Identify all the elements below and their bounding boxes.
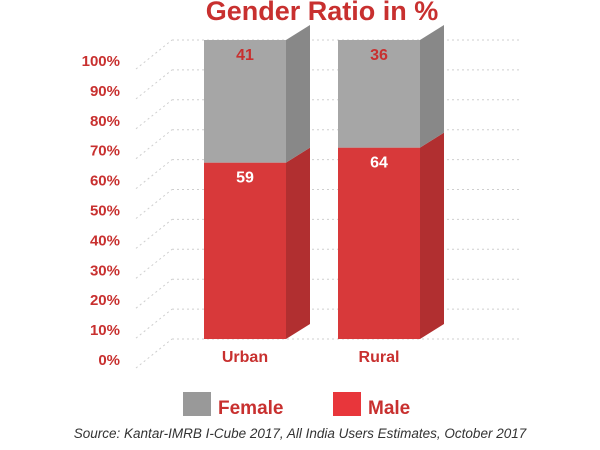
bar-urban-female: [204, 40, 286, 163]
y-tick-label: 80%: [90, 113, 120, 130]
gridline-diagonal: [135, 248, 173, 279]
legend-label-female: Female: [218, 398, 283, 419]
y-tick-label: 60%: [90, 173, 120, 190]
y-axis-ticks: 0% 10% 20% 30% 40% 50% 60% 70% 80% 90% 100%: [82, 53, 120, 369]
gridline-diagonal: [135, 129, 173, 160]
gridline-diagonal: [135, 219, 173, 249]
bar-urban-male: [204, 162, 286, 339]
source-note: Source: Kantar-IMRB I-Cube 2017, All Ind…: [73, 426, 527, 441]
y-tick-label: 40%: [90, 232, 120, 249]
gridline-diagonal: [135, 338, 173, 369]
y-tick-label: 50%: [90, 203, 120, 220]
gridline-diagonal: [135, 39, 173, 70]
category-label-urban: Urban: [222, 349, 268, 366]
legend-swatch-male: [333, 392, 361, 416]
gridline-diagonal: [135, 69, 173, 100]
y-tick-label: 30%: [90, 262, 120, 279]
data-label-urban-male: 59: [236, 170, 254, 187]
legend-swatch-female: [183, 392, 211, 416]
gridline-diagonal: [135, 278, 173, 309]
bar-side-urban-male: [286, 147, 310, 339]
y-tick-label: 0%: [98, 352, 120, 369]
bar-side-rural-female: [420, 25, 444, 148]
gridline-diagonal: [135, 99, 173, 130]
legend-label-male: Male: [368, 398, 410, 419]
gridline-diagonal: [135, 189, 173, 219]
bar-side-urban-female: [286, 25, 310, 163]
y-tick-label: 90%: [90, 83, 120, 100]
y-tick-label: 10%: [90, 322, 120, 339]
category-label-rural: Rural: [359, 349, 400, 366]
bars: 59 41 64 36: [204, 25, 444, 339]
y-tick-label: 100%: [82, 53, 120, 70]
data-label-urban-female: 41: [236, 47, 254, 64]
legend: Female Male: [183, 392, 410, 419]
bar-rural-male: [338, 147, 420, 339]
gridline-diagonal: [135, 159, 173, 189]
data-label-rural-male: 64: [370, 155, 388, 172]
y-tick-label: 70%: [90, 143, 120, 160]
chart-title: Gender Ratio in %: [206, 0, 439, 26]
bar-rural-female: [338, 40, 420, 148]
gridline-diagonal: [135, 308, 173, 339]
y-tick-label: 20%: [90, 292, 120, 309]
bar-side-rural-male: [420, 132, 444, 339]
data-label-rural-female: 36: [370, 47, 388, 64]
gridlines: [135, 39, 520, 369]
category-labels: Urban Rural: [222, 349, 400, 366]
